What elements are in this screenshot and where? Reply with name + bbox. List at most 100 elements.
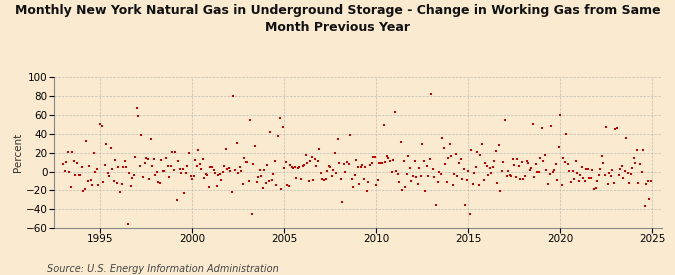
Point [138, 175, 148, 179]
Point [375, 161, 386, 165]
Point [584, 176, 595, 180]
Point [146, 164, 157, 168]
Point [269, 159, 280, 164]
Point [433, 170, 444, 174]
Point [161, 156, 171, 161]
Point [572, 171, 583, 175]
Point [262, 163, 273, 167]
Point [609, 180, 620, 185]
Point [589, 187, 599, 191]
Point [64, 170, 75, 174]
Point [590, 186, 601, 191]
Point [392, 172, 403, 176]
Point [216, 177, 227, 182]
Point [277, 125, 288, 129]
Point [644, 197, 655, 201]
Point [605, 174, 616, 179]
Point [72, 161, 82, 166]
Point [397, 188, 408, 192]
Point [334, 161, 345, 165]
Point [508, 157, 518, 162]
Point [356, 165, 367, 170]
Point [432, 180, 443, 184]
Point [265, 130, 275, 134]
Point [616, 164, 627, 168]
Point [202, 173, 213, 177]
Point [576, 165, 587, 169]
Point [612, 126, 622, 130]
Point [495, 189, 506, 193]
Point [184, 151, 194, 155]
Point [88, 150, 99, 155]
Point [371, 182, 381, 187]
Point [633, 181, 644, 185]
Point [402, 172, 412, 176]
Point [592, 178, 603, 183]
Point [213, 173, 223, 177]
Point [78, 189, 88, 193]
Point [280, 160, 291, 164]
Point [130, 155, 140, 160]
Point [142, 157, 153, 161]
Point [386, 170, 397, 175]
Point [351, 158, 362, 162]
Point [92, 166, 103, 171]
Point [368, 155, 379, 159]
Point [121, 165, 132, 170]
Point [561, 132, 572, 136]
Point [527, 122, 538, 126]
Point [554, 145, 564, 149]
Point [362, 188, 373, 193]
Point [284, 183, 294, 188]
Point [193, 148, 204, 152]
Point [323, 164, 334, 168]
Point [458, 167, 469, 171]
Point [418, 159, 429, 163]
Point [296, 176, 306, 181]
Point [244, 179, 254, 183]
Point [543, 182, 554, 186]
Point [398, 158, 409, 163]
Point [163, 175, 174, 179]
Point [460, 203, 470, 207]
Point [645, 178, 656, 183]
Point [322, 169, 333, 173]
Point [446, 154, 457, 159]
Point [144, 177, 155, 181]
Point [522, 161, 533, 165]
Point [595, 167, 605, 171]
Point [279, 166, 290, 170]
Point [267, 177, 277, 182]
Point [305, 159, 316, 164]
Point [550, 162, 561, 166]
Point [98, 180, 109, 185]
Point [151, 169, 162, 174]
Point [261, 180, 271, 185]
Point [117, 165, 128, 169]
Point [452, 174, 463, 178]
Point [626, 172, 637, 176]
Point [303, 179, 314, 184]
Point [159, 168, 170, 173]
Point [538, 159, 549, 163]
Point [480, 161, 491, 165]
Point [441, 180, 452, 185]
Point [627, 166, 638, 170]
Point [581, 167, 592, 172]
Point [425, 156, 435, 161]
Point [315, 171, 326, 175]
Point [618, 176, 628, 180]
Point [429, 175, 440, 179]
Point [497, 168, 508, 173]
Point [474, 182, 485, 187]
Point [489, 159, 500, 163]
Point [95, 122, 105, 127]
Point [498, 160, 509, 164]
Point [308, 177, 319, 182]
Point [472, 150, 483, 154]
Point [437, 136, 448, 141]
Point [596, 154, 607, 158]
Point [484, 166, 495, 170]
Point [104, 174, 115, 178]
Point [145, 137, 156, 141]
